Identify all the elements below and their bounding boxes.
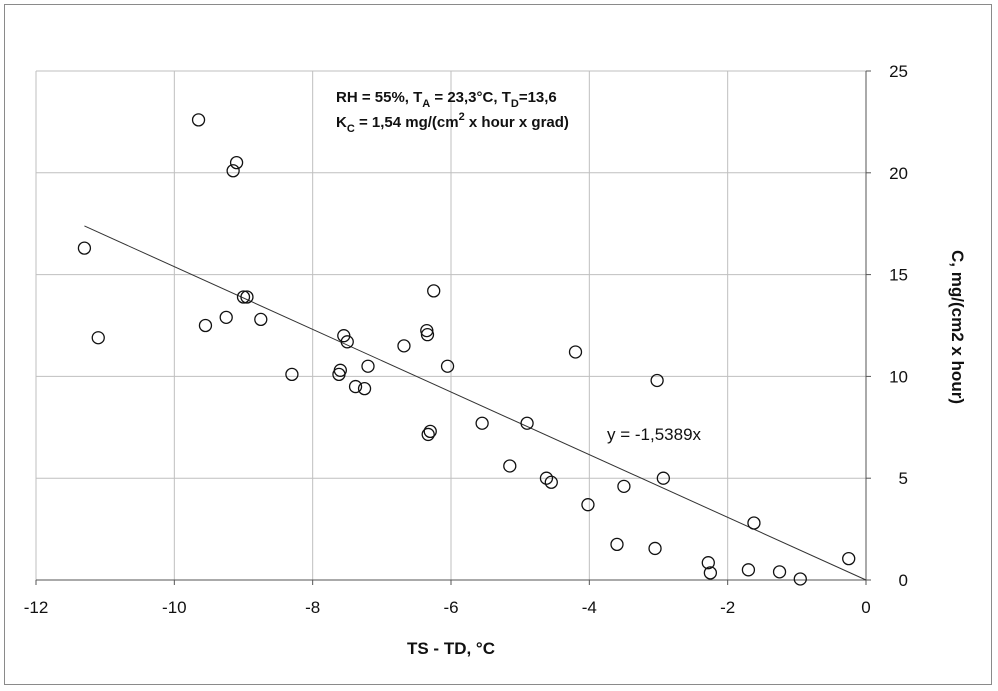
y-tick-label-3: 15	[889, 266, 908, 285]
data-points	[77, 113, 856, 586]
data-point-24	[440, 359, 455, 373]
y-tick-label-2: 10	[889, 367, 908, 386]
annotation-td-sub: D	[511, 98, 519, 110]
data-point-9	[254, 312, 268, 327]
data-point-19	[420, 323, 434, 338]
trendline-group	[84, 225, 867, 581]
data-point-31	[581, 498, 595, 512]
grid-lines	[35, 70, 871, 585]
data-point-23	[427, 284, 441, 298]
data-point-6	[229, 155, 244, 170]
data-point-36	[656, 471, 670, 485]
data-point-32	[610, 537, 624, 552]
annotation-rh: RH = 55%, T	[336, 89, 422, 106]
data-point-20	[420, 328, 435, 342]
x-tick-label-0: -12	[24, 598, 49, 617]
data-point-42	[793, 572, 807, 586]
x-tick-label-2: -8	[305, 598, 320, 617]
data-point-8	[240, 290, 254, 304]
data-point-37	[701, 556, 715, 570]
data-point-5	[226, 164, 240, 178]
data-point-4	[219, 310, 233, 325]
y-axis-title: C, mg/(cm2 x hour)	[948, 250, 967, 404]
data-point-10	[285, 367, 299, 382]
annotation-k-sub: C	[347, 123, 355, 135]
x-tick-label-1: -10	[162, 598, 187, 617]
annotation-td-val: =13,6	[519, 89, 557, 106]
data-point-17	[361, 359, 375, 373]
data-point-16	[357, 381, 372, 396]
data-point-22	[423, 424, 437, 439]
data-point-27	[520, 416, 534, 430]
data-point-33	[617, 479, 631, 493]
data-point-43	[842, 551, 856, 566]
trendline	[84, 225, 867, 581]
data-point-35	[650, 373, 664, 388]
data-point-25	[475, 416, 489, 430]
data-point-15	[348, 379, 363, 394]
data-point-2	[191, 113, 206, 127]
data-point-1	[91, 331, 105, 345]
data-point-28	[539, 471, 554, 485]
y-tick-label-0: 0	[899, 571, 908, 590]
data-point-21	[421, 427, 435, 442]
data-point-41	[772, 565, 787, 579]
annotation-line-1: RH = 55%, TA = 23,3°C, TD=13,6	[336, 89, 557, 110]
annotation-sup: 2	[459, 111, 465, 123]
annotation-rest: x hour x grad)	[465, 114, 569, 131]
data-point-40	[747, 516, 761, 530]
x-tick-label-3: -6	[443, 598, 458, 617]
y-tick-label-4: 20	[889, 164, 908, 183]
y-tick-label-5: 25	[889, 62, 908, 81]
x-axis-title: TS - TD, °C	[407, 639, 495, 658]
annotation-ta-val: = 23,3°C, T	[430, 89, 511, 106]
data-point-3	[198, 318, 213, 333]
data-point-7	[236, 290, 251, 304]
data-point-26	[503, 459, 517, 473]
chart-frame	[4, 4, 992, 685]
annotation-k-val: = 1,54 mg/(cm	[355, 114, 459, 131]
data-point-30	[568, 345, 583, 359]
data-point-18	[397, 339, 411, 353]
annotation-k: K	[336, 114, 347, 131]
trendline-equation: y = -1,5389x	[607, 425, 702, 444]
data-point-14	[340, 335, 354, 349]
x-tick-label-6: 0	[861, 598, 870, 617]
data-point-0	[77, 241, 92, 255]
data-point-12	[333, 363, 347, 377]
tick-labels: -12 -10 -8 -6 -4 -2 0 0 5 10 15 20 25	[24, 62, 908, 617]
x-tick-label-4: -4	[582, 598, 597, 617]
data-point-38	[703, 566, 718, 580]
y-tick-label-1: 5	[899, 469, 908, 488]
annotation-line-2: KC = 1,54 mg/(cm2 x hour x grad)	[336, 111, 569, 135]
data-point-34	[648, 541, 662, 556]
data-point-39	[741, 563, 756, 577]
annotation-ta-sub: A	[422, 98, 430, 110]
x-tick-label-5: -2	[720, 598, 735, 617]
data-point-29	[544, 475, 558, 489]
